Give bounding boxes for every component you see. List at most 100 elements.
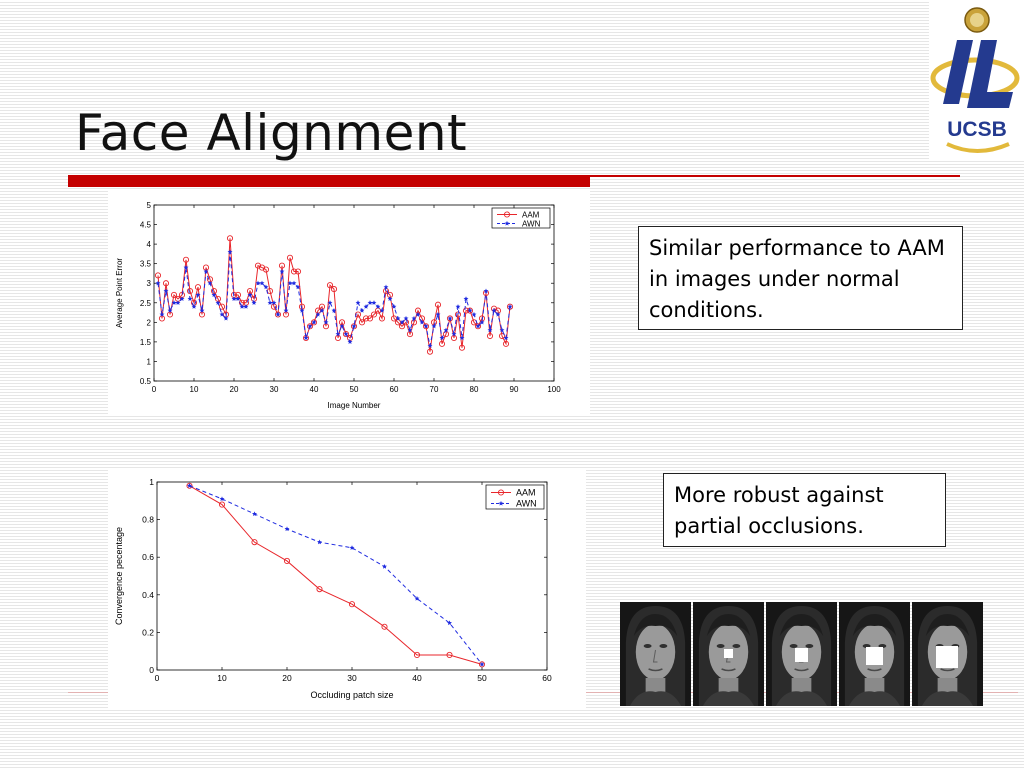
data-point-aam [158,315,166,322]
data-point-awn [467,308,473,313]
x-axis-label: Image Number [328,401,381,410]
data-point-awn [503,335,509,341]
data-point-awn [211,292,217,298]
data-point-aam [316,586,323,593]
ucsb-logo: UCSB [929,0,1024,160]
y-tick-label: 0.2 [142,627,154,637]
data-point-awn [351,323,357,329]
data-point-aam [342,331,350,338]
data-point-aam [182,256,190,263]
data-point-awn [167,308,173,313]
y-tick-label: 1.5 [140,338,152,347]
data-point-aam [358,319,366,326]
x-tick-label: 90 [510,385,519,394]
data-point-awn [399,319,405,325]
legend-label-aam: AAM [516,488,536,498]
data-point-aam [354,311,362,318]
y-tick-label: 0.4 [142,590,154,600]
data-point-awn [439,335,445,341]
data-point-awn [435,311,441,317]
data-point-awn [359,308,365,313]
data-point-awn [271,300,277,305]
note-similar-performance: Similar performance to AAM in images und… [638,226,963,330]
occlusion-patch [794,648,809,662]
data-point-aam [194,284,202,291]
data-point-awn [275,311,281,317]
data-point-aam [170,291,178,299]
y-tick-label: 3 [147,279,152,288]
data-point-awn [171,300,177,305]
y-tick-label: 2.5 [140,299,152,308]
data-point-awn [179,296,185,301]
data-point-aam [283,557,291,565]
data-point-awn [335,331,341,337]
data-point-awn [499,327,505,333]
data-point-awn [243,304,249,309]
data-point-awn [263,284,269,290]
x-tick-label: 80 [470,385,479,394]
data-point-awn [252,511,257,517]
data-point-awn [479,661,485,667]
x-tick-label: 10 [217,673,227,683]
data-point-awn [367,300,373,305]
data-point-aam [406,331,414,338]
data-point-aam [326,282,334,289]
data-point-aam [378,315,386,322]
data-point-awn [191,304,197,309]
occlusion-patch [936,645,959,669]
data-point-awn [475,323,481,329]
data-point-aam [348,601,356,608]
data-point-aam [282,311,290,318]
data-point-awn [227,249,233,255]
data-point-aam [218,501,226,508]
slide-title: Face Alignment [75,104,468,162]
chart1-svg: 0 10 20 30 40 50 60 70 80 90 100 0.5 1 1.5 2 2.5 3 3.5 4 4.… [115,201,561,410]
data-point-awn [379,308,385,313]
y-tick-label: 0.8 [142,515,154,525]
data-point-awn [487,327,493,333]
legend-marker-aam [497,489,505,496]
data-point-awn [479,319,485,325]
legend-label-aam: AAM [522,211,540,220]
data-point-awn [495,311,501,317]
x-tick-label: 0 [155,673,160,683]
data-point-awn [287,280,293,286]
data-point-aam [198,311,206,318]
data-point-awn [267,300,273,305]
data-point-awn [215,300,221,305]
ucsb-logo-graphic: UCSB [930,7,1020,153]
data-point-aam [251,539,258,546]
face-image [620,602,691,706]
face-image [766,602,837,706]
data-point-awn [383,284,389,290]
data-point-awn [427,343,433,348]
x-tick-label: 60 [390,385,399,394]
x-tick-label: 30 [347,673,357,683]
data-point-awn [415,311,421,317]
data-point-aam [502,340,510,347]
data-point-awn [447,620,452,626]
data-point-awn [303,335,309,341]
chart-convergence: 0 10 20 30 40 50 60 0 0.2 0.4 0.6 0.8 1 Occluding pat… [108,470,586,708]
series-line-aam [189,485,483,665]
data-point-aam [446,651,453,659]
data-point-awn [443,327,449,333]
x-tick-label: 40 [310,385,319,394]
data-point-awn [219,311,225,317]
data-point-awn [235,296,241,301]
data-point-aam [438,340,446,347]
x-tick-label: 40 [412,673,422,683]
data-point-awn [295,284,301,290]
data-point-aam [166,311,174,318]
face-image [693,602,764,706]
x-tick-label: 0 [152,385,157,394]
data-point-aam [362,315,370,322]
data-point-aam [366,315,374,322]
data-point-awn [239,304,245,309]
data-point-aam [226,235,234,242]
data-point-aam [398,323,406,330]
plot-area [156,481,548,671]
data-point-awn [423,323,429,329]
y-tick-label: 0.5 [140,377,152,386]
data-point-awn [455,304,461,309]
